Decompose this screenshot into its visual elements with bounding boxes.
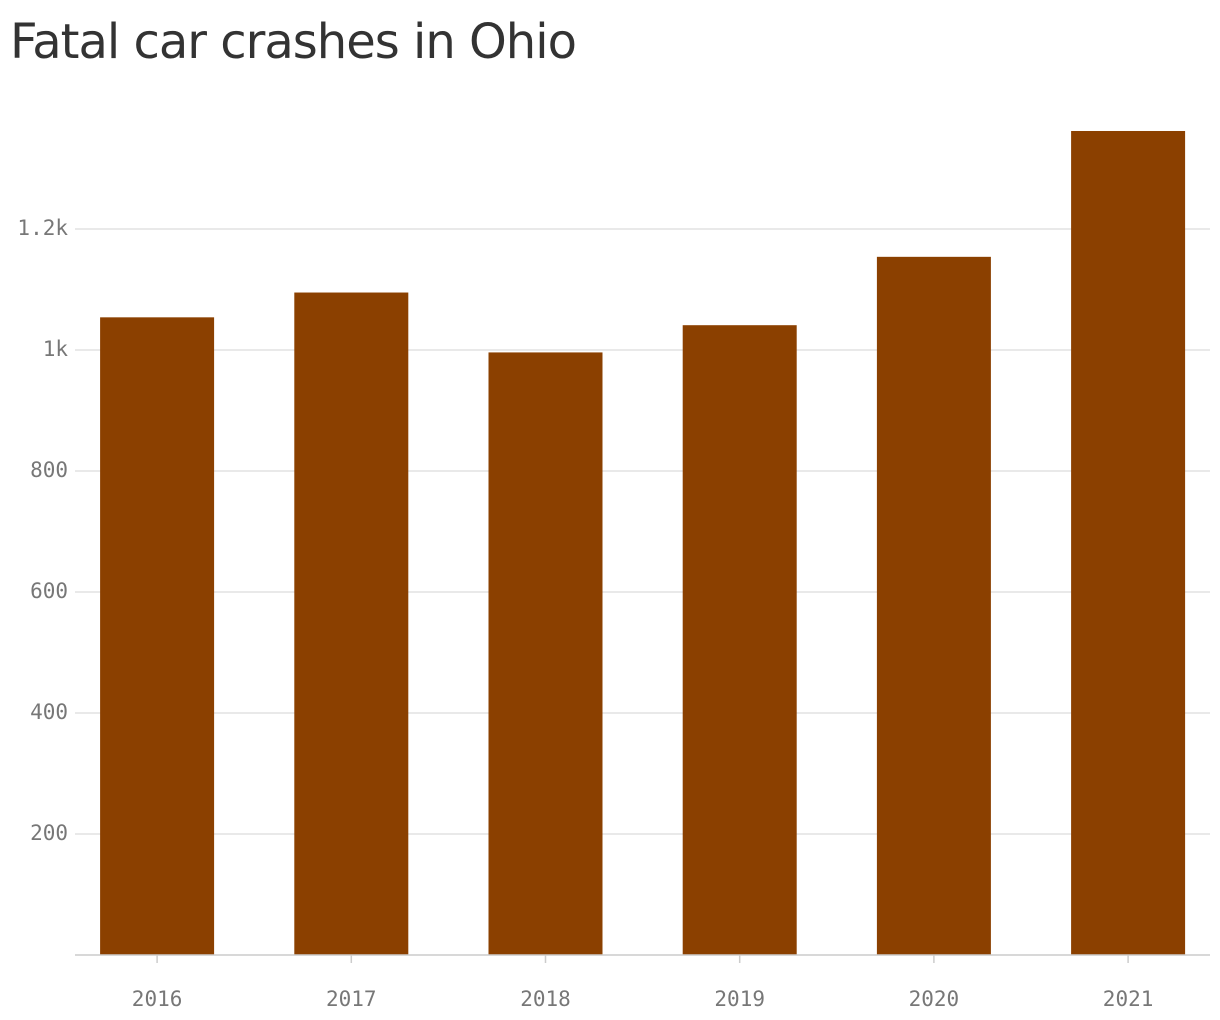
y-axis-ticks: 200 400 600 800 1k 1.2k	[17, 216, 68, 845]
y-tick-label: 1k	[43, 337, 69, 361]
bar-2016	[100, 317, 215, 956]
x-axis: 2016 2017 2018 2019 2020 2021	[75, 954, 1210, 1011]
y-tick-label: 1.2k	[17, 216, 68, 240]
y-tick-label: 600	[30, 579, 68, 603]
y-tick-label: 800	[30, 458, 68, 482]
x-tick-label: 2017	[326, 987, 377, 1011]
bar-2017	[294, 292, 409, 955]
y-tick-label: 400	[30, 700, 68, 724]
bar-2021	[1071, 130, 1186, 956]
x-tick-label: 2019	[714, 987, 765, 1011]
x-tick-label: 2020	[909, 987, 960, 1011]
bar-2018	[488, 352, 603, 955]
y-tick-label: 200	[30, 821, 68, 845]
x-tick-label: 2021	[1103, 987, 1154, 1011]
bar-2020	[876, 256, 991, 956]
bars	[100, 130, 1186, 956]
bar-2019	[682, 325, 797, 955]
x-tick-label: 2016	[132, 987, 183, 1011]
gridlines	[75, 228, 1210, 835]
chart-title: Fatal car crashes in Ohio	[10, 14, 577, 70]
x-tick-label: 2018	[520, 987, 571, 1011]
